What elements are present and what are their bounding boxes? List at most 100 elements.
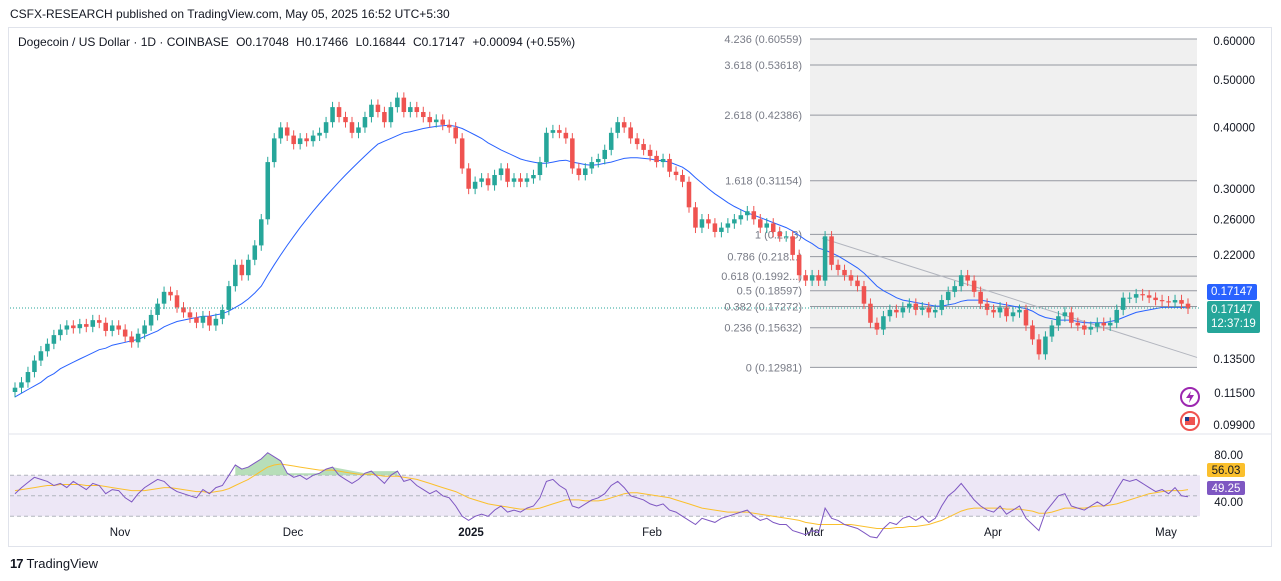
candle-body-89 xyxy=(589,162,595,169)
candle-body-124 xyxy=(816,275,821,281)
candle-body-145 xyxy=(952,286,957,292)
candle-body-154 xyxy=(1010,312,1016,317)
candle-body-139 xyxy=(913,303,919,310)
legend-change: +0.00094 (+0.55%) xyxy=(472,35,576,49)
y-tick-label-0: 0.60000 xyxy=(1213,36,1255,48)
x-tick-label-1: Dec xyxy=(283,527,304,539)
candle-body-91 xyxy=(602,149,608,159)
y-tick-label-1: 0.50000 xyxy=(1213,75,1255,87)
candle-body-94 xyxy=(621,122,627,128)
candle-body-129 xyxy=(848,275,854,281)
rsi-pane: 80.00 40.00 56.03 49.25 xyxy=(10,450,1245,539)
candle-body-78 xyxy=(518,178,523,182)
candle-body-8 xyxy=(64,325,70,330)
candle-body-80 xyxy=(531,175,536,179)
candle-body-136 xyxy=(894,309,899,313)
candle-body-29 xyxy=(200,316,206,323)
candle-body-178 xyxy=(1166,301,1171,303)
candle-body-65 xyxy=(433,119,439,123)
candle-body-4 xyxy=(38,351,44,361)
rsi-ma-tag: 56.03 xyxy=(1212,465,1241,477)
candle-body-142 xyxy=(932,309,938,313)
candle-body-118 xyxy=(777,231,782,237)
candle-body-138 xyxy=(907,303,912,308)
fib-zone-fill xyxy=(810,39,1197,368)
candle-body-148 xyxy=(971,280,977,292)
y-tick-label-6: 0.13500 xyxy=(1213,354,1255,366)
lightning-icon[interactable] xyxy=(1180,387,1200,407)
candle-body-30 xyxy=(207,316,212,326)
candle-body-163 xyxy=(1069,312,1074,323)
bar-countdown: 12:37:19 xyxy=(1211,318,1256,330)
chart-legend: Dogecoin / US Dollar · 1D · COINBASE O0.… xyxy=(18,35,579,49)
candle-body-13 xyxy=(96,320,102,323)
candle-body-21 xyxy=(148,314,154,326)
candle-body-171 xyxy=(1120,297,1126,310)
candle-body-31 xyxy=(213,318,219,326)
moving-average-line xyxy=(14,124,1189,398)
candle-body-37 xyxy=(252,245,258,260)
candle-body-49 xyxy=(330,107,335,123)
candle-body-55 xyxy=(369,104,374,118)
candle-body-42 xyxy=(284,127,290,136)
candle-body-15 xyxy=(109,325,115,331)
legend-low: L0.16844 xyxy=(355,35,406,49)
candle-body-9 xyxy=(71,325,76,329)
candle-body-6 xyxy=(51,335,57,344)
candle-body-149 xyxy=(978,291,983,304)
candle-body-72 xyxy=(479,178,484,182)
candle-body-68 xyxy=(453,127,458,139)
candle-body-103 xyxy=(680,175,685,182)
chart-frame xyxy=(8,27,1272,547)
candle-body-57 xyxy=(382,112,387,123)
candle-body-7 xyxy=(58,329,63,336)
x-tick-label-4: Mar xyxy=(804,527,824,539)
candle-body-67 xyxy=(446,124,452,128)
candle-body-169 xyxy=(1107,322,1113,326)
candle-body-134 xyxy=(881,316,886,330)
candle-body-79 xyxy=(524,178,530,182)
calendar-flag-icon[interactable] xyxy=(1180,411,1200,431)
x-tick-label-0: Nov xyxy=(110,527,131,539)
candle-body-90 xyxy=(595,158,601,163)
candle-body-23 xyxy=(161,291,167,304)
candle-body-53 xyxy=(356,127,361,133)
candle-body-125 xyxy=(822,236,828,281)
candle-body-69 xyxy=(459,138,465,169)
candle-body-34 xyxy=(233,264,238,287)
tradingview-brand[interactable]: 17 TradingView xyxy=(10,556,98,571)
candle-body-112 xyxy=(738,215,744,220)
legend-symbol: Dogecoin / US Dollar · 1D · COINBASE xyxy=(18,35,229,49)
candle-body-25 xyxy=(174,295,180,308)
candle-body-22 xyxy=(155,303,160,315)
candle-body-172 xyxy=(1127,297,1132,299)
legend-close: C0.17147 xyxy=(412,35,466,49)
candle-body-59 xyxy=(395,97,400,108)
candle-body-54 xyxy=(362,117,368,128)
candle-body-56 xyxy=(375,104,381,113)
fib-level-label-8: 0.382 (0.17272) xyxy=(724,301,802,313)
y-axis: 0.60000 0.50000 0.40000 0.30000 0.26000 0.220… xyxy=(9,36,1271,435)
candle-body-170 xyxy=(1114,309,1119,323)
candle-body-113 xyxy=(745,211,750,216)
candle-body-87 xyxy=(576,168,582,176)
candle-body-38 xyxy=(258,219,264,246)
rsi-value-tag: 49.25 xyxy=(1212,483,1241,495)
candle-body-111 xyxy=(732,219,737,224)
fib-level-label-0: 4.236 (0.60559) xyxy=(724,34,802,46)
fib-zone: 4.236 (0.60559) 3.618 (0.53618) 2.618 (0.4… xyxy=(721,34,1197,374)
candle-body-77 xyxy=(511,178,517,182)
descending-trend-line xyxy=(821,237,1198,358)
candle-body-95 xyxy=(628,127,633,139)
candle-body-43 xyxy=(291,135,296,145)
last-price-tag: 0.17147 12:37:19 xyxy=(1207,301,1260,333)
candle-body-173 xyxy=(1133,294,1139,298)
candle-body-81 xyxy=(537,162,543,176)
candle-body-147 xyxy=(965,275,970,281)
candle-body-60 xyxy=(401,97,407,113)
candle-body-101 xyxy=(667,158,672,172)
legend-open: O0.17048 xyxy=(236,35,289,49)
y-tick-label-4: 0.26000 xyxy=(1213,214,1255,226)
candle-body-114 xyxy=(751,211,757,220)
